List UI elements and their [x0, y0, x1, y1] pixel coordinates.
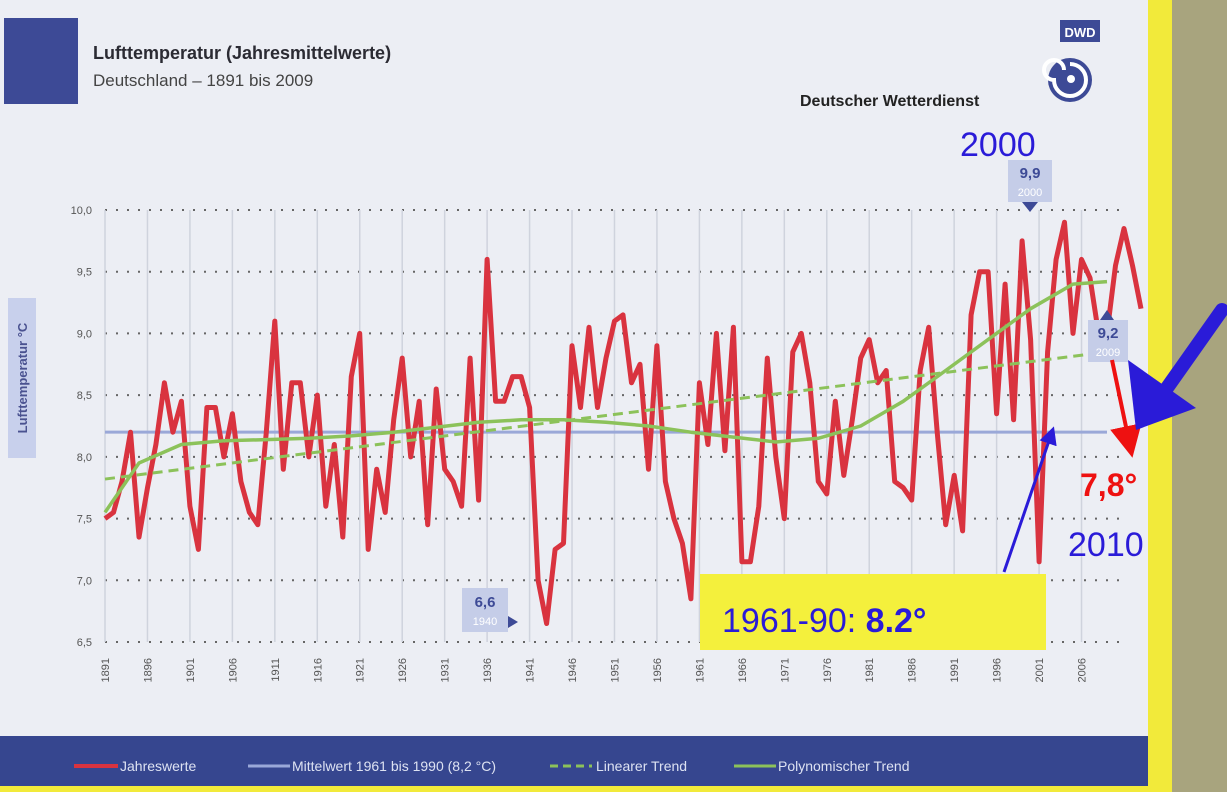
- y-tick-label: 7,0: [77, 575, 92, 587]
- y-tick-label: 7,5: [77, 514, 92, 526]
- x-tick-label: 1956: [652, 658, 664, 682]
- x-tick-label: 1951: [609, 658, 621, 682]
- legend: Jahreswerte Mittelwert 1961 bis 1990 (8,…: [74, 758, 910, 774]
- x-tick-label: 1916: [312, 658, 324, 682]
- y-tick-label: 9,0: [77, 328, 92, 340]
- legend-bar: [0, 736, 1148, 786]
- x-tick-label: 2006: [1077, 658, 1089, 682]
- x-tick-label: 1901: [185, 658, 197, 682]
- callout-prefix: 1961-90:: [722, 602, 866, 640]
- min-year: 1940: [473, 616, 497, 628]
- callout-pointer: [1002, 426, 1057, 573]
- x-tick-label: 1976: [822, 658, 834, 682]
- chart-panel: [0, 0, 1148, 784]
- y-axis-label-box: [8, 298, 36, 458]
- x-tick-label: 1906: [227, 658, 239, 682]
- chart-title: Lufttemperatur (Jahresmittelwerte): [93, 43, 391, 63]
- x-tick-label: 1926: [397, 658, 409, 682]
- dwd-logo: DWD: [1042, 20, 1100, 102]
- x-tick-label: 1911: [270, 658, 282, 682]
- x-tick-label: 1986: [907, 658, 919, 682]
- x-tick-label: 2001: [1034, 658, 1046, 682]
- x-tick-label: 1981: [864, 658, 876, 682]
- x-tick-label: 1941: [525, 658, 537, 682]
- dwd-logo-text: DWD: [1064, 25, 1095, 40]
- org-name: Deutscher Wetterdienst: [800, 93, 980, 110]
- y-tick-label: 10,0: [71, 205, 92, 217]
- peak-label: 9,9 2000: [1008, 160, 1052, 212]
- legend-polynom: Polynomischer Trend: [778, 758, 910, 774]
- x-tick-label: 1946: [567, 658, 579, 682]
- series-polynom-trend-line: [103, 279, 1108, 514]
- blue-big-arrowhead: [1128, 360, 1196, 430]
- x-tick-label: 1991: [949, 658, 961, 682]
- series-layer: [103, 219, 1144, 626]
- legend-linear: Linearer Trend: [596, 758, 687, 774]
- min-value: 6,6: [475, 594, 496, 611]
- x-tick-label: 1891: [100, 658, 112, 682]
- chart-subtitle: Deutschland – 1891 bis 2009: [93, 71, 313, 90]
- min-label: 6,6 1940: [462, 588, 518, 632]
- x-tick-label: 1971: [779, 658, 791, 682]
- x-tick-label: 1966: [737, 658, 749, 682]
- x-tick-label: 1936: [482, 658, 494, 682]
- value-2010-label: 7,8°: [1080, 467, 1137, 503]
- header-square: [4, 18, 78, 104]
- y-tick-labels: 6,5 7,0 7,5 8,0 8,5 9,0 9,5 10,0: [71, 205, 92, 649]
- y-tick-label: 9,5: [77, 267, 92, 279]
- year-2000-label: 2000: [960, 126, 1036, 164]
- last-value: 9,2: [1098, 325, 1119, 342]
- peak-value: 9,9: [1020, 165, 1041, 182]
- reference-callout: 1961-90: 8.2°: [700, 574, 1046, 650]
- y-tick-label: 6,5: [77, 637, 92, 649]
- y-tick-label: 8,5: [77, 390, 92, 402]
- peak-year: 2000: [1018, 187, 1042, 199]
- y-tick-label: 8,0: [77, 452, 92, 464]
- red-arrow: [1110, 359, 1142, 458]
- last-label: 9,2 2009: [1088, 310, 1128, 362]
- legend-jahreswerte: Jahreswerte: [120, 758, 196, 774]
- x-tick-label: 1896: [142, 658, 154, 682]
- x-tick-label: 1931: [440, 658, 452, 682]
- series-jahreswerte-line: [103, 219, 1144, 626]
- x-tick-label: 1996: [992, 658, 1004, 682]
- year-2010-label: 2010: [1068, 526, 1144, 564]
- x-tick-label: 1921: [355, 658, 367, 682]
- callout-value: 8.2°: [866, 602, 927, 640]
- svg-text:1961-90: 8.2°: 1961-90: 8.2°: [722, 602, 927, 640]
- legend-mittelwert: Mittelwert 1961 bis 1990 (8,2 °C): [292, 758, 496, 774]
- y-axis-label: Lufttemperatur °C: [15, 322, 30, 433]
- last-year: 2009: [1096, 347, 1120, 359]
- x-tick-labels: 1891 1896 1901 1906 1911 1916 1921 1926 1931 1936…: [100, 658, 1089, 682]
- x-tick-label: 1961: [694, 658, 706, 682]
